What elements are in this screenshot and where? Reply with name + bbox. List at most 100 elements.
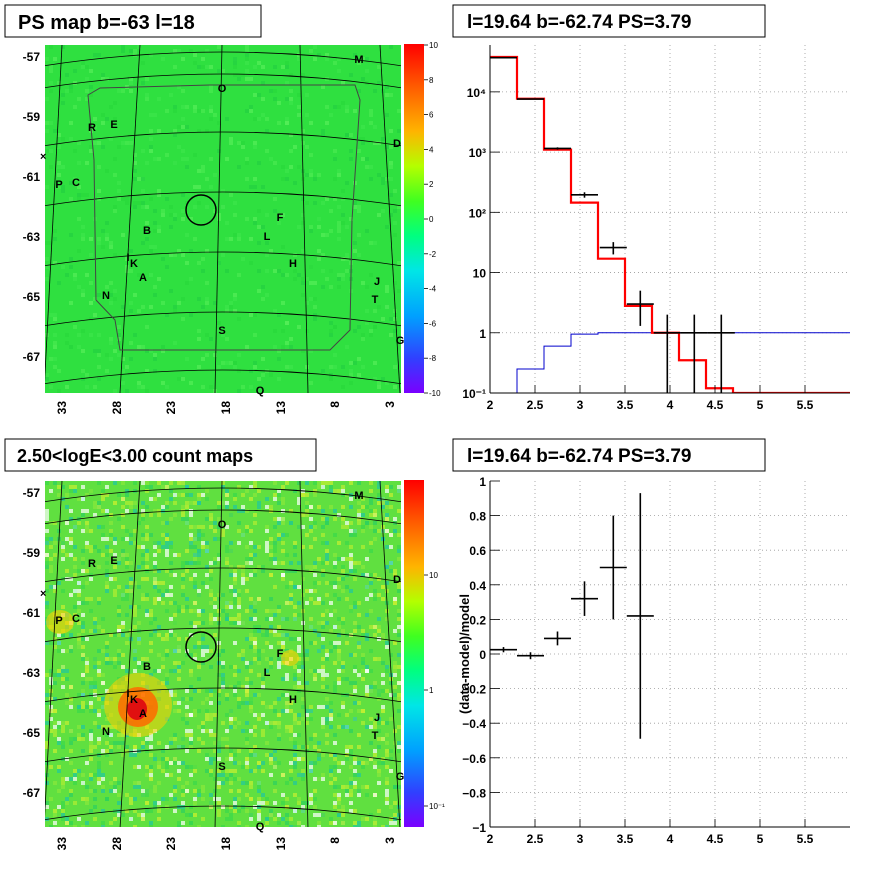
map-pixel [221,533,225,537]
map-pixel [177,249,181,253]
map-pixel [245,741,249,745]
map-pixel [349,789,353,793]
map-pixel [57,649,61,653]
map-pixel [105,653,109,657]
map-pixel [173,757,177,761]
map-pixel [125,257,129,261]
map-pixel [121,481,125,485]
map-pixel [273,545,277,549]
source-label: C [72,177,80,189]
map-pixel [189,733,193,737]
map-pixel [189,697,193,701]
map-pixel [205,545,209,549]
map-pixel [49,45,53,49]
map-pixel [65,721,69,725]
map-pixel [313,813,317,817]
map-pixel [309,793,313,797]
latitude-line [45,687,401,703]
map-pixel [81,549,85,553]
map-pixel [345,641,349,645]
map-pixel [265,545,269,549]
map-pixel [221,781,225,785]
map-pixel [269,617,273,621]
map-pixel [61,801,65,805]
map-pixel [221,805,225,809]
map-pixel [45,565,49,569]
map-pixel [341,677,345,681]
map-pixel [65,493,69,497]
map-pixel [97,649,101,653]
map-pixel [321,673,325,677]
map-pixel [281,533,285,537]
map-pixel [321,561,325,565]
map-pixel [325,721,329,725]
map-pixel [273,493,277,497]
map-pixel [53,589,57,593]
map-pixel [349,781,353,785]
map-pixel [289,165,293,169]
map-pixel [361,817,365,821]
map-pixel [245,509,249,513]
map-pixel [177,709,181,713]
map-pixel [361,513,365,517]
map-pixel [181,745,185,749]
map-pixel [337,657,341,661]
map-pixel [301,513,305,517]
map-pixel [233,213,237,217]
map-pixel [209,733,213,737]
map-pixel [269,553,273,557]
map-pixel [349,745,353,749]
map-pixel [117,189,121,193]
map-pixel [189,545,193,549]
map-pixel [257,765,261,769]
map-pixel [117,333,121,337]
map-pixel [329,701,333,705]
map-pixel [337,769,341,773]
source-label: C [72,613,80,625]
map-pixel [309,597,313,601]
map-pixel [105,661,109,665]
map-pixel [257,657,261,661]
map-pixel [201,533,205,537]
map-pixel [289,817,293,821]
map-pixel [317,825,321,827]
map-pixel [349,521,353,525]
map-pixel [197,537,201,541]
map-pixel [369,725,373,729]
map-pixel [121,549,125,553]
x-tick-label: 3 [577,832,584,846]
map-pixel [53,357,57,361]
map-pixel [377,497,381,501]
map-pixel [149,649,153,653]
map-pixel [349,681,353,685]
map-pixel [257,817,261,821]
map-pixel [285,61,289,65]
map-pixel [141,517,145,521]
map-pixel [185,749,189,753]
map-pixel [105,117,109,121]
map-pixel [57,741,61,745]
map-pixel [253,361,257,365]
map-pixel [137,45,141,49]
map-pixel [289,581,293,585]
map-pixel [141,501,145,505]
map-pixel [245,693,249,697]
map-pixel [277,733,281,737]
map-pixel [329,753,333,757]
ps-map-coordinate-grid [45,45,401,393]
map-pixel [157,625,161,629]
map-pixel [285,797,289,801]
map-pixel [53,553,57,557]
map-pixel [297,561,301,565]
map-pixel [197,485,201,489]
map-pixel [173,513,177,517]
map-pixel [157,509,161,513]
map-pixel [321,705,325,709]
map-pixel [101,229,105,233]
map-pixel [193,645,197,649]
map-pixel [225,693,229,697]
map-pixel [389,145,393,149]
map-pixel [301,197,305,201]
map-pixel [293,753,297,757]
map-pixel [325,105,329,109]
